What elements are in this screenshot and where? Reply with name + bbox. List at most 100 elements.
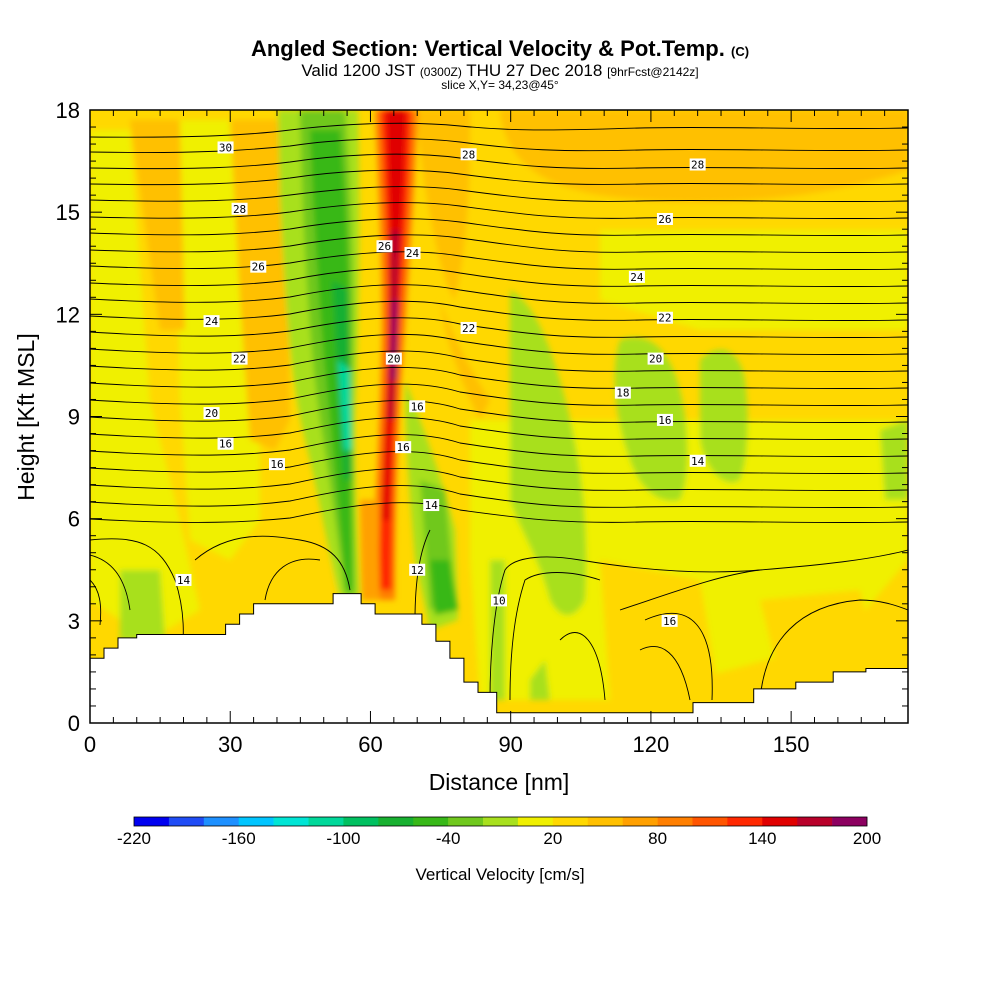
colorbar-segment xyxy=(343,817,379,826)
x-tick-label: 60 xyxy=(358,732,382,757)
contour-label-text: 20 xyxy=(205,407,218,420)
contour-label-text: 26 xyxy=(378,240,391,253)
colorbar-segment xyxy=(308,817,344,826)
y-axis: 0 3 6 9 12 15 18 xyxy=(56,98,908,736)
contour-label-text: 22 xyxy=(462,322,475,335)
contour-label-text: 16 xyxy=(270,458,283,471)
contour-label-box xyxy=(661,614,678,627)
y-tick-label: 18 xyxy=(56,98,80,123)
terrain-mask xyxy=(89,593,909,724)
contour-label-box xyxy=(628,270,645,283)
velocity-field: 10 12 14 14 14 16 16 16 16 16 16 18 20 20 20 22 22 22 24 24… xyxy=(90,110,908,723)
colorbar-segment xyxy=(797,817,833,826)
colorbar-tick-label: 80 xyxy=(648,829,667,848)
colorbar-tick-label: 200 xyxy=(853,829,881,848)
colorbar-segment xyxy=(238,817,274,826)
contour-label-text: 16 xyxy=(411,400,424,413)
contour-label: 16 xyxy=(661,614,678,628)
contour-label-text: 30 xyxy=(219,141,232,154)
y-tick-label: 9 xyxy=(68,405,80,430)
theta-contours xyxy=(90,122,908,701)
contour-label: 24 xyxy=(628,270,645,284)
contour-label-box xyxy=(231,352,248,365)
contour-label-text: 12 xyxy=(411,564,424,577)
slice-info: slice X,Y= 34,23@45° xyxy=(441,78,559,92)
x-axis-label: Distance [nm] xyxy=(429,769,570,795)
contour-label-box xyxy=(656,311,673,324)
contour-label-box xyxy=(175,573,192,586)
contour-label-text: 16 xyxy=(397,441,410,454)
contour-label-text: 24 xyxy=(406,247,420,260)
contour-label-text: 28 xyxy=(691,158,704,171)
colorbar-segment xyxy=(203,817,240,826)
contour-label: 14 xyxy=(689,454,706,468)
colorbar-segment xyxy=(273,817,309,826)
y-tick-label: 0 xyxy=(68,711,80,736)
contour-label-text: 14 xyxy=(425,499,439,512)
contour-label-box xyxy=(376,240,393,253)
colorbar-segment xyxy=(692,817,728,826)
contour-label-box xyxy=(460,321,477,334)
colorbar-segment xyxy=(587,817,623,826)
contour-label-text: 14 xyxy=(177,574,191,587)
contour-label: 22 xyxy=(231,352,248,366)
contour-label: 20 xyxy=(647,352,664,366)
x-tick-label: 90 xyxy=(498,732,522,757)
x-axis: 0 30 60 90 120 150 xyxy=(84,110,886,757)
contour-label-box xyxy=(231,202,248,215)
colorbar: -220 -160 -100 -40 20 80 140 200 xyxy=(117,816,881,848)
colorbar-segment xyxy=(483,817,519,826)
colorbar-segment xyxy=(832,817,868,826)
contour-label-box xyxy=(250,260,267,273)
contour-label-box xyxy=(656,413,673,426)
contour-label-text: 20 xyxy=(387,353,400,366)
contour-label-box xyxy=(647,352,664,365)
colorbar-segment xyxy=(378,817,414,826)
contour-label-text: 16 xyxy=(658,414,671,427)
contour-label-box xyxy=(268,458,285,471)
contour-label: 16 xyxy=(268,458,285,471)
contour-label-box xyxy=(689,158,706,171)
contour-label-text: 14 xyxy=(691,455,705,468)
contour-label: 30 xyxy=(217,141,234,154)
contour-label-text: 28 xyxy=(462,148,475,161)
contour-label: 16 xyxy=(409,400,426,413)
y-tick-label: 6 xyxy=(68,507,80,532)
contour-label-box xyxy=(656,212,673,225)
colorbar-segment xyxy=(448,817,484,826)
colorbar-segment xyxy=(552,817,589,826)
contour-label-box xyxy=(395,441,412,454)
colorbar-segment xyxy=(727,817,763,826)
chart-subtitle: Valid 1200 JST (0300Z) THU 27 Dec 2018 [… xyxy=(301,61,699,80)
contour-label: 10 xyxy=(491,594,507,607)
contour-label-text: 26 xyxy=(252,261,265,274)
chart-title: Angled Section: Vertical Velocity & Pot.… xyxy=(250,36,750,61)
contour-label-box xyxy=(203,315,220,328)
contour-label-box xyxy=(423,499,440,512)
colorbar-segment xyxy=(762,817,798,826)
contour-label-box xyxy=(203,407,220,420)
contour-label: 20 xyxy=(385,352,402,366)
colorbar-tick-label: -100 xyxy=(326,829,360,848)
contour-label: 26 xyxy=(656,212,673,226)
contour-label: 20 xyxy=(203,407,220,420)
contour-label-text: 24 xyxy=(630,271,644,284)
colorbar-segment xyxy=(134,817,170,826)
colorbar-tick-label: -40 xyxy=(436,829,461,848)
contour-label-text: 20 xyxy=(649,353,662,366)
contour-label: 26 xyxy=(376,240,393,253)
contour-label: 16 xyxy=(217,437,234,451)
colorbar-segment xyxy=(657,817,693,826)
contour-label-box xyxy=(491,594,507,607)
contour-label: 22 xyxy=(656,311,673,325)
contour-label-box xyxy=(217,437,234,450)
colorbar-tick-label: -220 xyxy=(117,829,151,848)
colorbar-tick-label: 140 xyxy=(748,829,776,848)
contour-label: 14 xyxy=(175,573,192,587)
contour-label-text: 22 xyxy=(658,312,671,325)
contour-label-text: 18 xyxy=(616,387,629,400)
colorbar-segment xyxy=(413,817,449,826)
contour-label-box xyxy=(614,386,631,399)
y-tick-label: 3 xyxy=(68,609,80,634)
